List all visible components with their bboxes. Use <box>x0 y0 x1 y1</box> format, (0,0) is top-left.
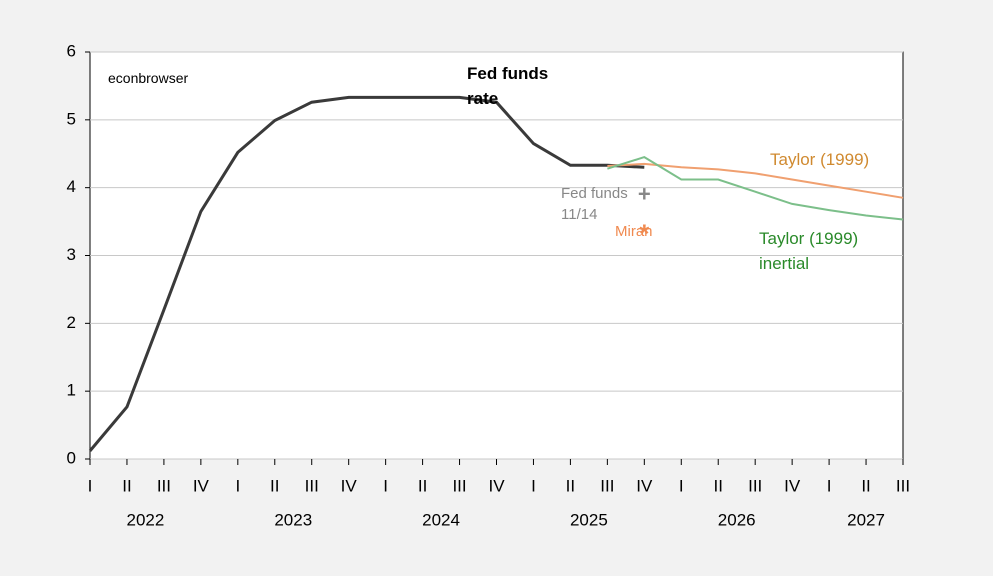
year-label: 2022 <box>127 510 165 529</box>
y-tick-label: 3 <box>67 245 76 264</box>
year-label: 2023 <box>274 510 312 529</box>
year-label: 2026 <box>718 510 756 529</box>
year-label: 2027 <box>847 510 885 529</box>
y-tick-label: 6 <box>67 41 76 60</box>
x-tick-label: II <box>122 476 131 495</box>
series-line <box>607 156 904 221</box>
x-tick-label: III <box>600 476 614 495</box>
series-label: Fed funds rate <box>467 64 549 108</box>
x-tick-label: I <box>531 476 536 495</box>
x-tick-label: IV <box>636 476 653 495</box>
year-label: 2024 <box>422 510 460 529</box>
x-tick-label: I <box>383 476 388 495</box>
year-label: 2025 <box>570 510 608 529</box>
watermark: econbrowser <box>108 70 189 86</box>
x-tick-label: I <box>827 476 832 495</box>
y-tick-label: 5 <box>67 109 76 128</box>
x-tick-label: II <box>566 476 575 495</box>
y-tick-label: 1 <box>67 381 76 400</box>
x-tick-label: I <box>679 476 684 495</box>
x-tick-label: III <box>157 476 171 495</box>
x-tick-label: II <box>418 476 427 495</box>
x-tick-label: IV <box>784 476 801 495</box>
point-marker: + <box>638 182 651 207</box>
x-tick-label: II <box>714 476 723 495</box>
series-label: Taylor (1999) <box>770 150 870 169</box>
x-tick-label: I <box>235 476 240 495</box>
series-label: Taylor (1999) inertial <box>759 229 859 273</box>
x-tick-label: II <box>270 476 279 495</box>
y-tick-label: 0 <box>67 448 76 467</box>
x-tick-label: I <box>88 476 93 495</box>
x-tick-label: III <box>305 476 319 495</box>
series-label: Fed funds 11/14 <box>561 185 628 223</box>
x-tick-label: III <box>896 476 910 495</box>
x-tick-label: II <box>861 476 870 495</box>
y-tick-label: 4 <box>67 177 76 196</box>
x-tick-label: IV <box>193 476 210 495</box>
point-marker: * <box>639 219 650 249</box>
y-tick-label: 2 <box>67 313 76 332</box>
x-tick-label: IV <box>488 476 505 495</box>
x-tick-label: III <box>452 476 466 495</box>
series-label: Miran <box>615 223 653 240</box>
x-tick-label: III <box>748 476 762 495</box>
x-tick-label: IV <box>341 476 358 495</box>
series-line <box>88 95 645 452</box>
